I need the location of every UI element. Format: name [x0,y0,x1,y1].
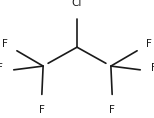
Text: F: F [2,39,8,49]
Text: F: F [151,63,154,73]
Text: Cl: Cl [72,0,82,8]
Text: F: F [146,39,152,49]
Text: F: F [39,105,45,115]
Text: F: F [0,63,3,73]
Text: F: F [109,105,115,115]
